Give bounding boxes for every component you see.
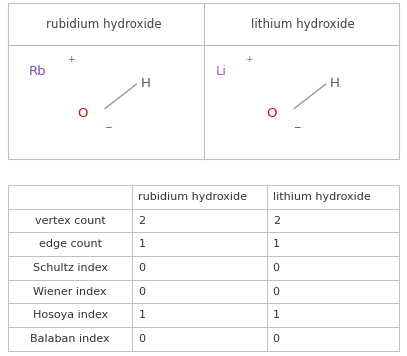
Text: lithium hydroxide: lithium hydroxide [273, 192, 370, 202]
Text: 0: 0 [273, 334, 280, 344]
Text: 0: 0 [138, 287, 145, 297]
Text: −: − [104, 122, 111, 132]
Text: Rb: Rb [28, 64, 46, 78]
Text: Hosoya index: Hosoya index [33, 310, 108, 320]
Text: O: O [77, 107, 88, 120]
Text: O: O [267, 107, 277, 120]
Text: vertex count: vertex count [35, 216, 105, 226]
Text: +: + [67, 54, 74, 64]
Text: 2: 2 [138, 216, 146, 226]
Text: H: H [140, 78, 150, 90]
Text: 0: 0 [138, 263, 145, 273]
Text: 1: 1 [273, 310, 280, 320]
Text: H: H [330, 78, 339, 90]
Text: Wiener index: Wiener index [33, 287, 107, 297]
Text: rubidium hydroxide: rubidium hydroxide [138, 192, 247, 202]
Text: −: − [293, 122, 300, 132]
Text: 0: 0 [138, 334, 145, 344]
Text: 1: 1 [138, 239, 145, 249]
Text: Balaban index: Balaban index [31, 334, 110, 344]
Text: edge count: edge count [39, 239, 102, 249]
Text: 1: 1 [138, 310, 145, 320]
Text: 0: 0 [273, 287, 280, 297]
Text: 1: 1 [273, 239, 280, 249]
Text: 2: 2 [273, 216, 280, 226]
Text: 0: 0 [273, 263, 280, 273]
Text: Schultz index: Schultz index [33, 263, 108, 273]
Text: lithium hydroxide: lithium hydroxide [252, 18, 355, 31]
Text: Li: Li [216, 64, 227, 78]
Text: rubidium hydroxide: rubidium hydroxide [46, 18, 162, 31]
Text: +: + [245, 54, 252, 64]
